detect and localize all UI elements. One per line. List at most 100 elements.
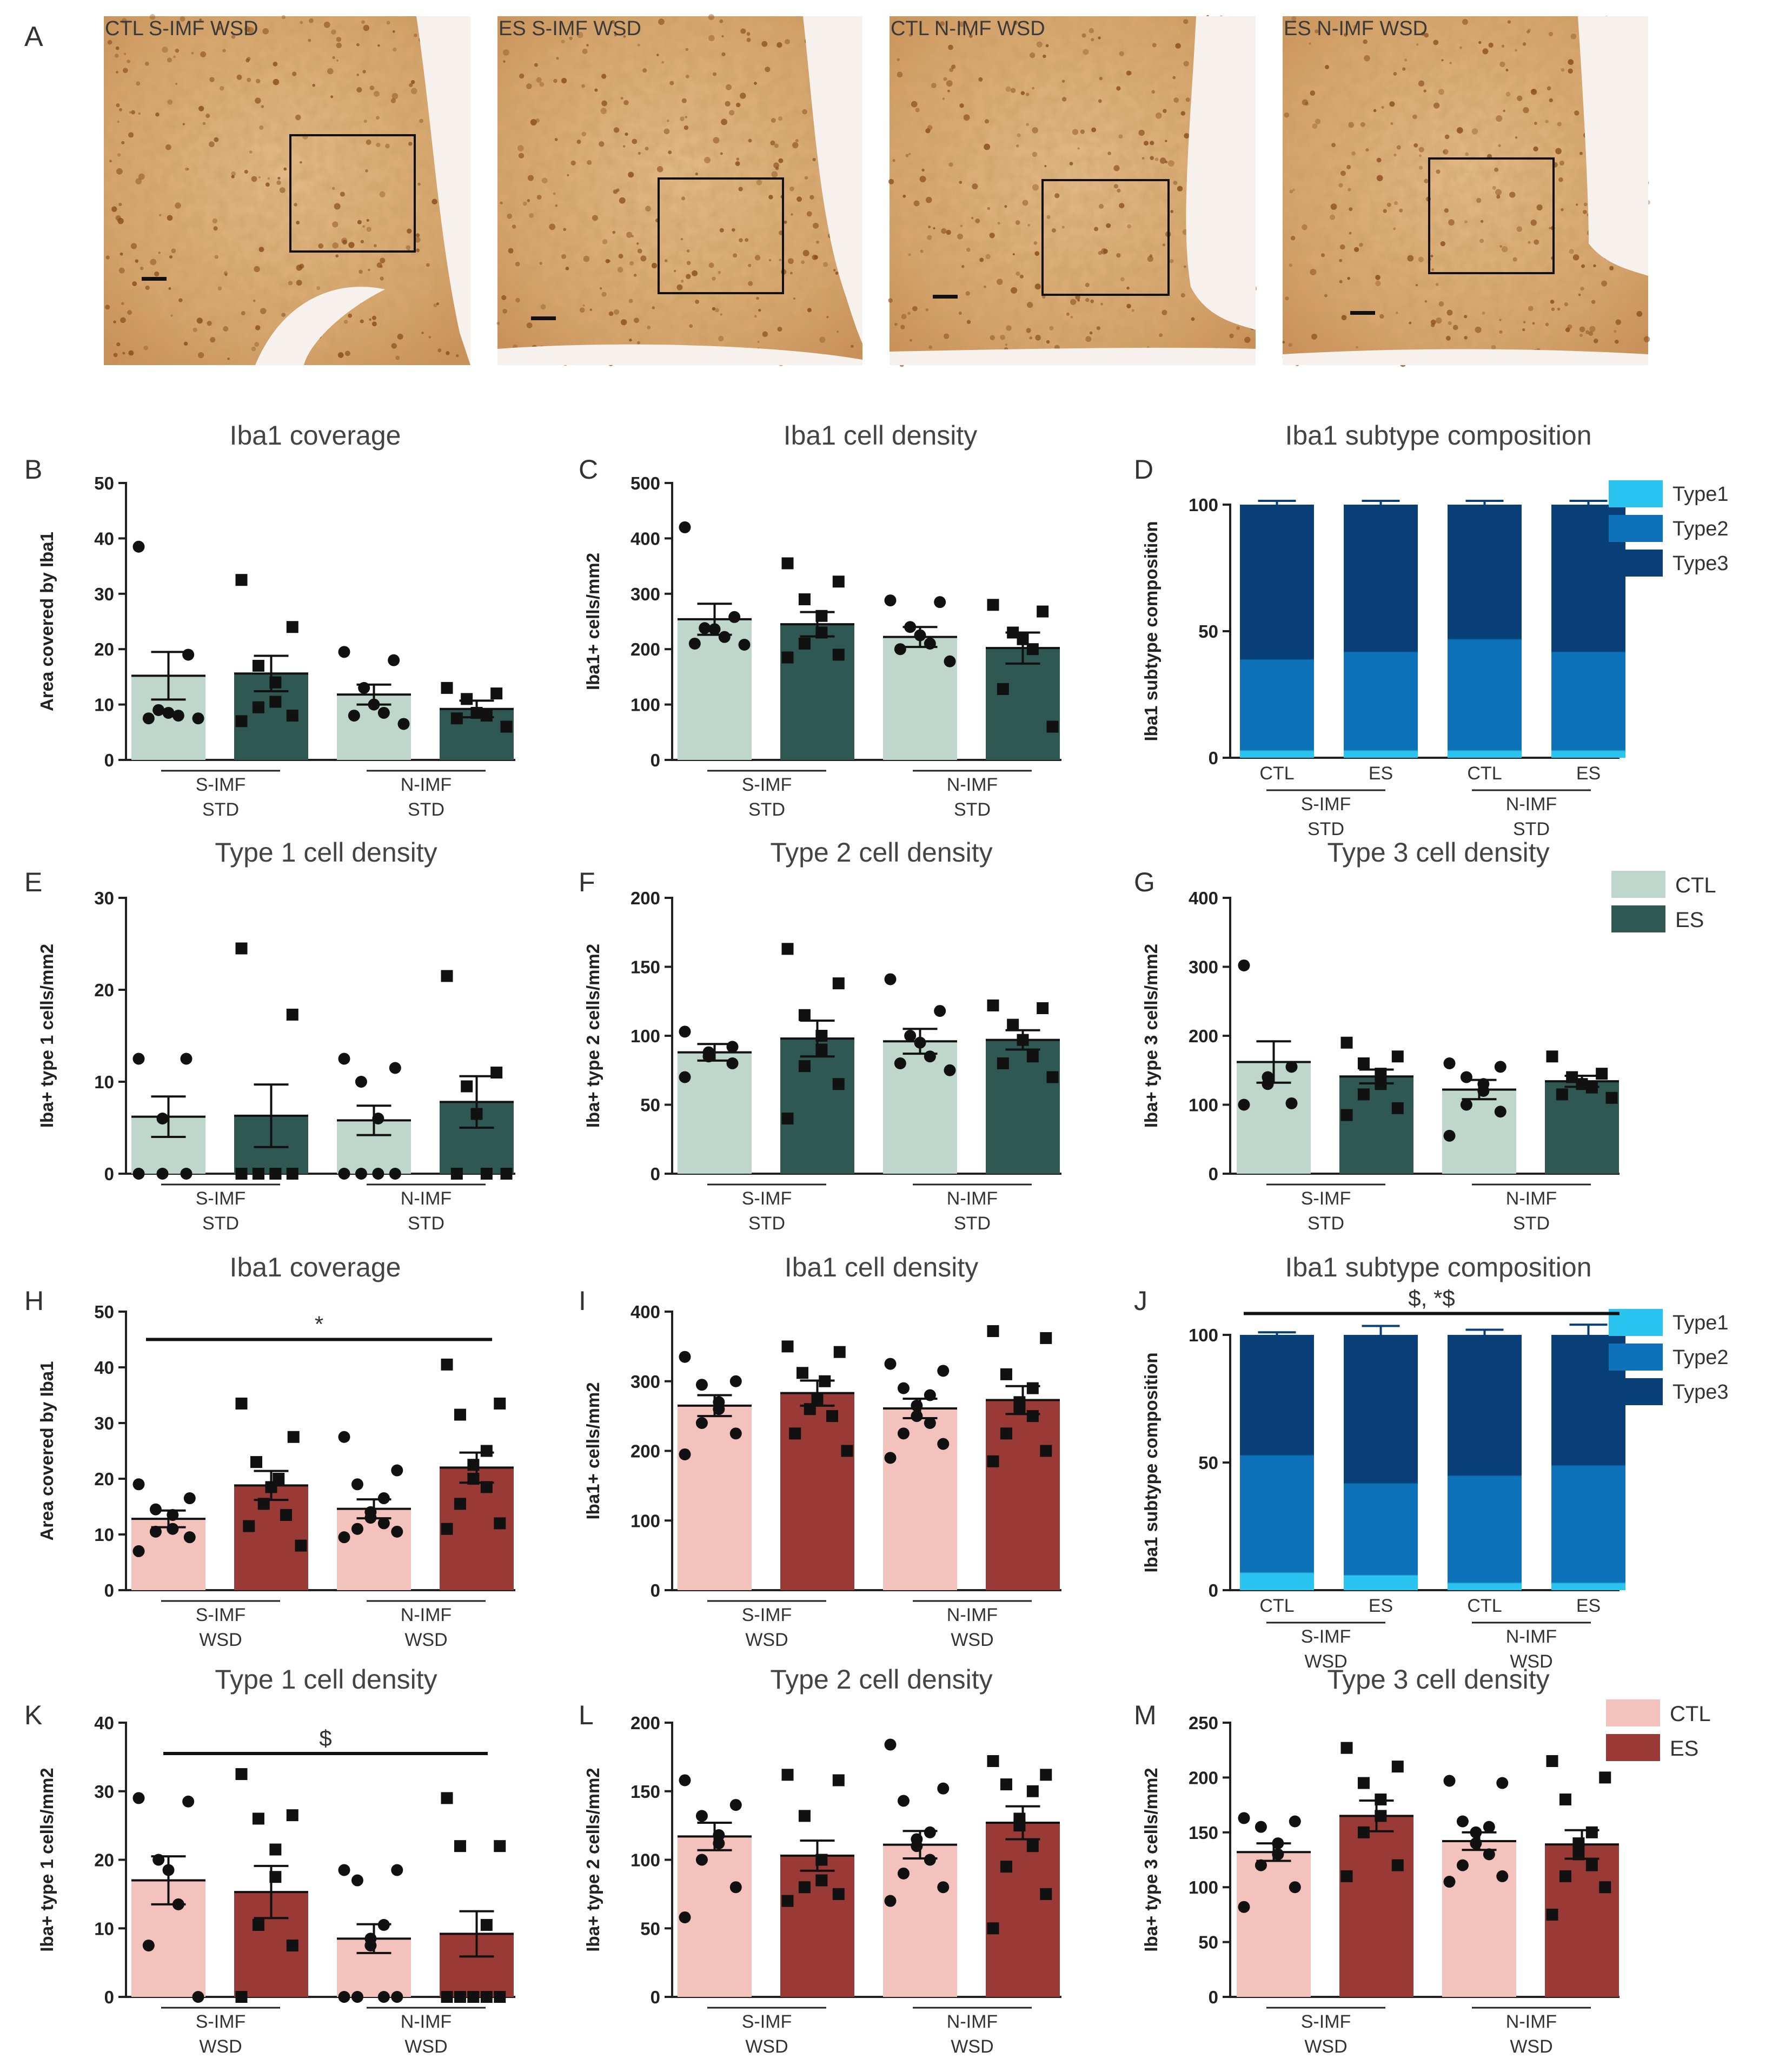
- data-point-circle: [351, 1523, 363, 1535]
- data-point-circle: [351, 1478, 363, 1491]
- cell-dot: [1033, 241, 1038, 245]
- cell-dot: [536, 195, 542, 200]
- cell-dot: [1061, 226, 1065, 229]
- data-point-circle: [728, 611, 741, 623]
- stack-segment-type3: [1448, 1335, 1522, 1475]
- group-sublabel: WSD: [1510, 1651, 1552, 1672]
- cell-dot: [778, 116, 783, 121]
- cell-dot: [1165, 140, 1167, 142]
- cell-dot: [908, 34, 912, 37]
- cell-dot: [1530, 89, 1537, 95]
- y-tick-label: 40: [94, 1358, 114, 1378]
- data-point-square: [1357, 1777, 1370, 1789]
- cell-dot: [1077, 147, 1080, 150]
- cell-dot: [892, 159, 895, 162]
- data-point-square: [269, 696, 282, 708]
- cell-dot: [1061, 80, 1065, 83]
- cell-dot: [1498, 144, 1501, 147]
- cell-dot: [637, 43, 640, 47]
- cell-dot: [323, 21, 330, 28]
- chart-title: Type 2 cell density: [770, 1664, 992, 1695]
- ventricle-region: [255, 16, 470, 365]
- cell-dot: [686, 261, 691, 265]
- cell-dot: [680, 116, 685, 121]
- cell-dot: [686, 249, 690, 253]
- cell-dot: [600, 108, 607, 114]
- data-point-circle: [156, 1113, 169, 1124]
- cell-dot: [191, 52, 194, 55]
- cell-dot: [1310, 90, 1316, 96]
- cell-dot: [1010, 88, 1016, 93]
- cell-dot: [793, 297, 796, 300]
- cell-dot: [1448, 321, 1452, 326]
- data-point-square: [235, 1168, 248, 1180]
- data-point-square: [1391, 1761, 1404, 1773]
- group-sublabel: WSD: [1304, 1651, 1347, 1672]
- data-point-circle: [391, 1864, 403, 1876]
- cell-dot: [115, 46, 120, 50]
- cell-dot: [692, 270, 698, 276]
- cell-dot: [113, 353, 118, 358]
- cell-dot: [500, 201, 503, 204]
- data-point-square: [286, 710, 298, 722]
- data-point-circle: [937, 1881, 950, 1894]
- data-point-circle: [351, 1874, 363, 1887]
- stack-segment-type1: [1240, 750, 1314, 758]
- data-point-square: [286, 1168, 298, 1180]
- data-point-square: [280, 1508, 292, 1521]
- cell-dot: [1548, 31, 1554, 37]
- cell-dot: [746, 37, 751, 42]
- cell-dot: [1090, 299, 1094, 303]
- data-point-circle: [884, 973, 897, 985]
- cell-dot: [145, 285, 150, 290]
- cell-dot: [638, 151, 641, 155]
- significance-label: $: [319, 1725, 331, 1751]
- data-point-circle: [1460, 1099, 1472, 1111]
- cell-dot: [1229, 333, 1234, 339]
- cell-dot: [599, 287, 602, 290]
- cell-dot: [138, 173, 145, 180]
- y-tick-label: 10: [94, 1918, 114, 1938]
- cell-dot: [686, 274, 691, 279]
- legend-label: ES: [1675, 908, 1704, 932]
- cell-dot: [1363, 39, 1368, 44]
- cell-dot: [1444, 208, 1449, 213]
- cell-dot: [116, 71, 118, 74]
- cell-dot: [1379, 314, 1384, 319]
- cell-dot: [613, 127, 620, 133]
- data-point-circle: [897, 1382, 910, 1394]
- cell-dot: [1339, 259, 1343, 262]
- cell-dot: [365, 169, 368, 173]
- stack-segment-type2: [1344, 651, 1418, 750]
- stack-segment-type3: [1240, 1335, 1314, 1455]
- data-point-square: [1007, 1018, 1019, 1031]
- y-tick-label: 30: [94, 1782, 114, 1802]
- cell-dot: [1035, 335, 1041, 341]
- cell-dot: [1183, 61, 1189, 67]
- data-point-circle: [377, 1492, 390, 1505]
- cell-dot: [167, 57, 172, 63]
- data-point-square: [295, 1539, 307, 1552]
- cell-dot: [1578, 293, 1581, 296]
- cell-dot: [1175, 43, 1181, 49]
- cell-dot: [1042, 295, 1046, 299]
- cell-dot: [369, 318, 371, 321]
- data-point-circle: [372, 1168, 384, 1180]
- data-point-square: [480, 710, 493, 722]
- panel-letter: M: [1134, 1700, 1157, 1730]
- cell-dot: [410, 88, 417, 95]
- data-point-square: [454, 1498, 466, 1510]
- cell-dot: [1070, 315, 1073, 319]
- data-point-square: [1585, 1826, 1598, 1838]
- cell-dot: [748, 138, 752, 143]
- data-point-square: [1546, 1908, 1558, 1921]
- cell-dot: [371, 315, 376, 320]
- y-axis-label: Iba+ type 3 cells/mm2: [1141, 944, 1161, 1128]
- cell-dot: [652, 306, 655, 309]
- group-label: S-IMF: [196, 1605, 246, 1625]
- cell-dot: [1615, 319, 1622, 325]
- cell-dot: [1568, 59, 1574, 65]
- cell-dot: [1036, 41, 1043, 48]
- cell-dot: [608, 311, 614, 316]
- legend-swatch-ctl: [1606, 1699, 1660, 1726]
